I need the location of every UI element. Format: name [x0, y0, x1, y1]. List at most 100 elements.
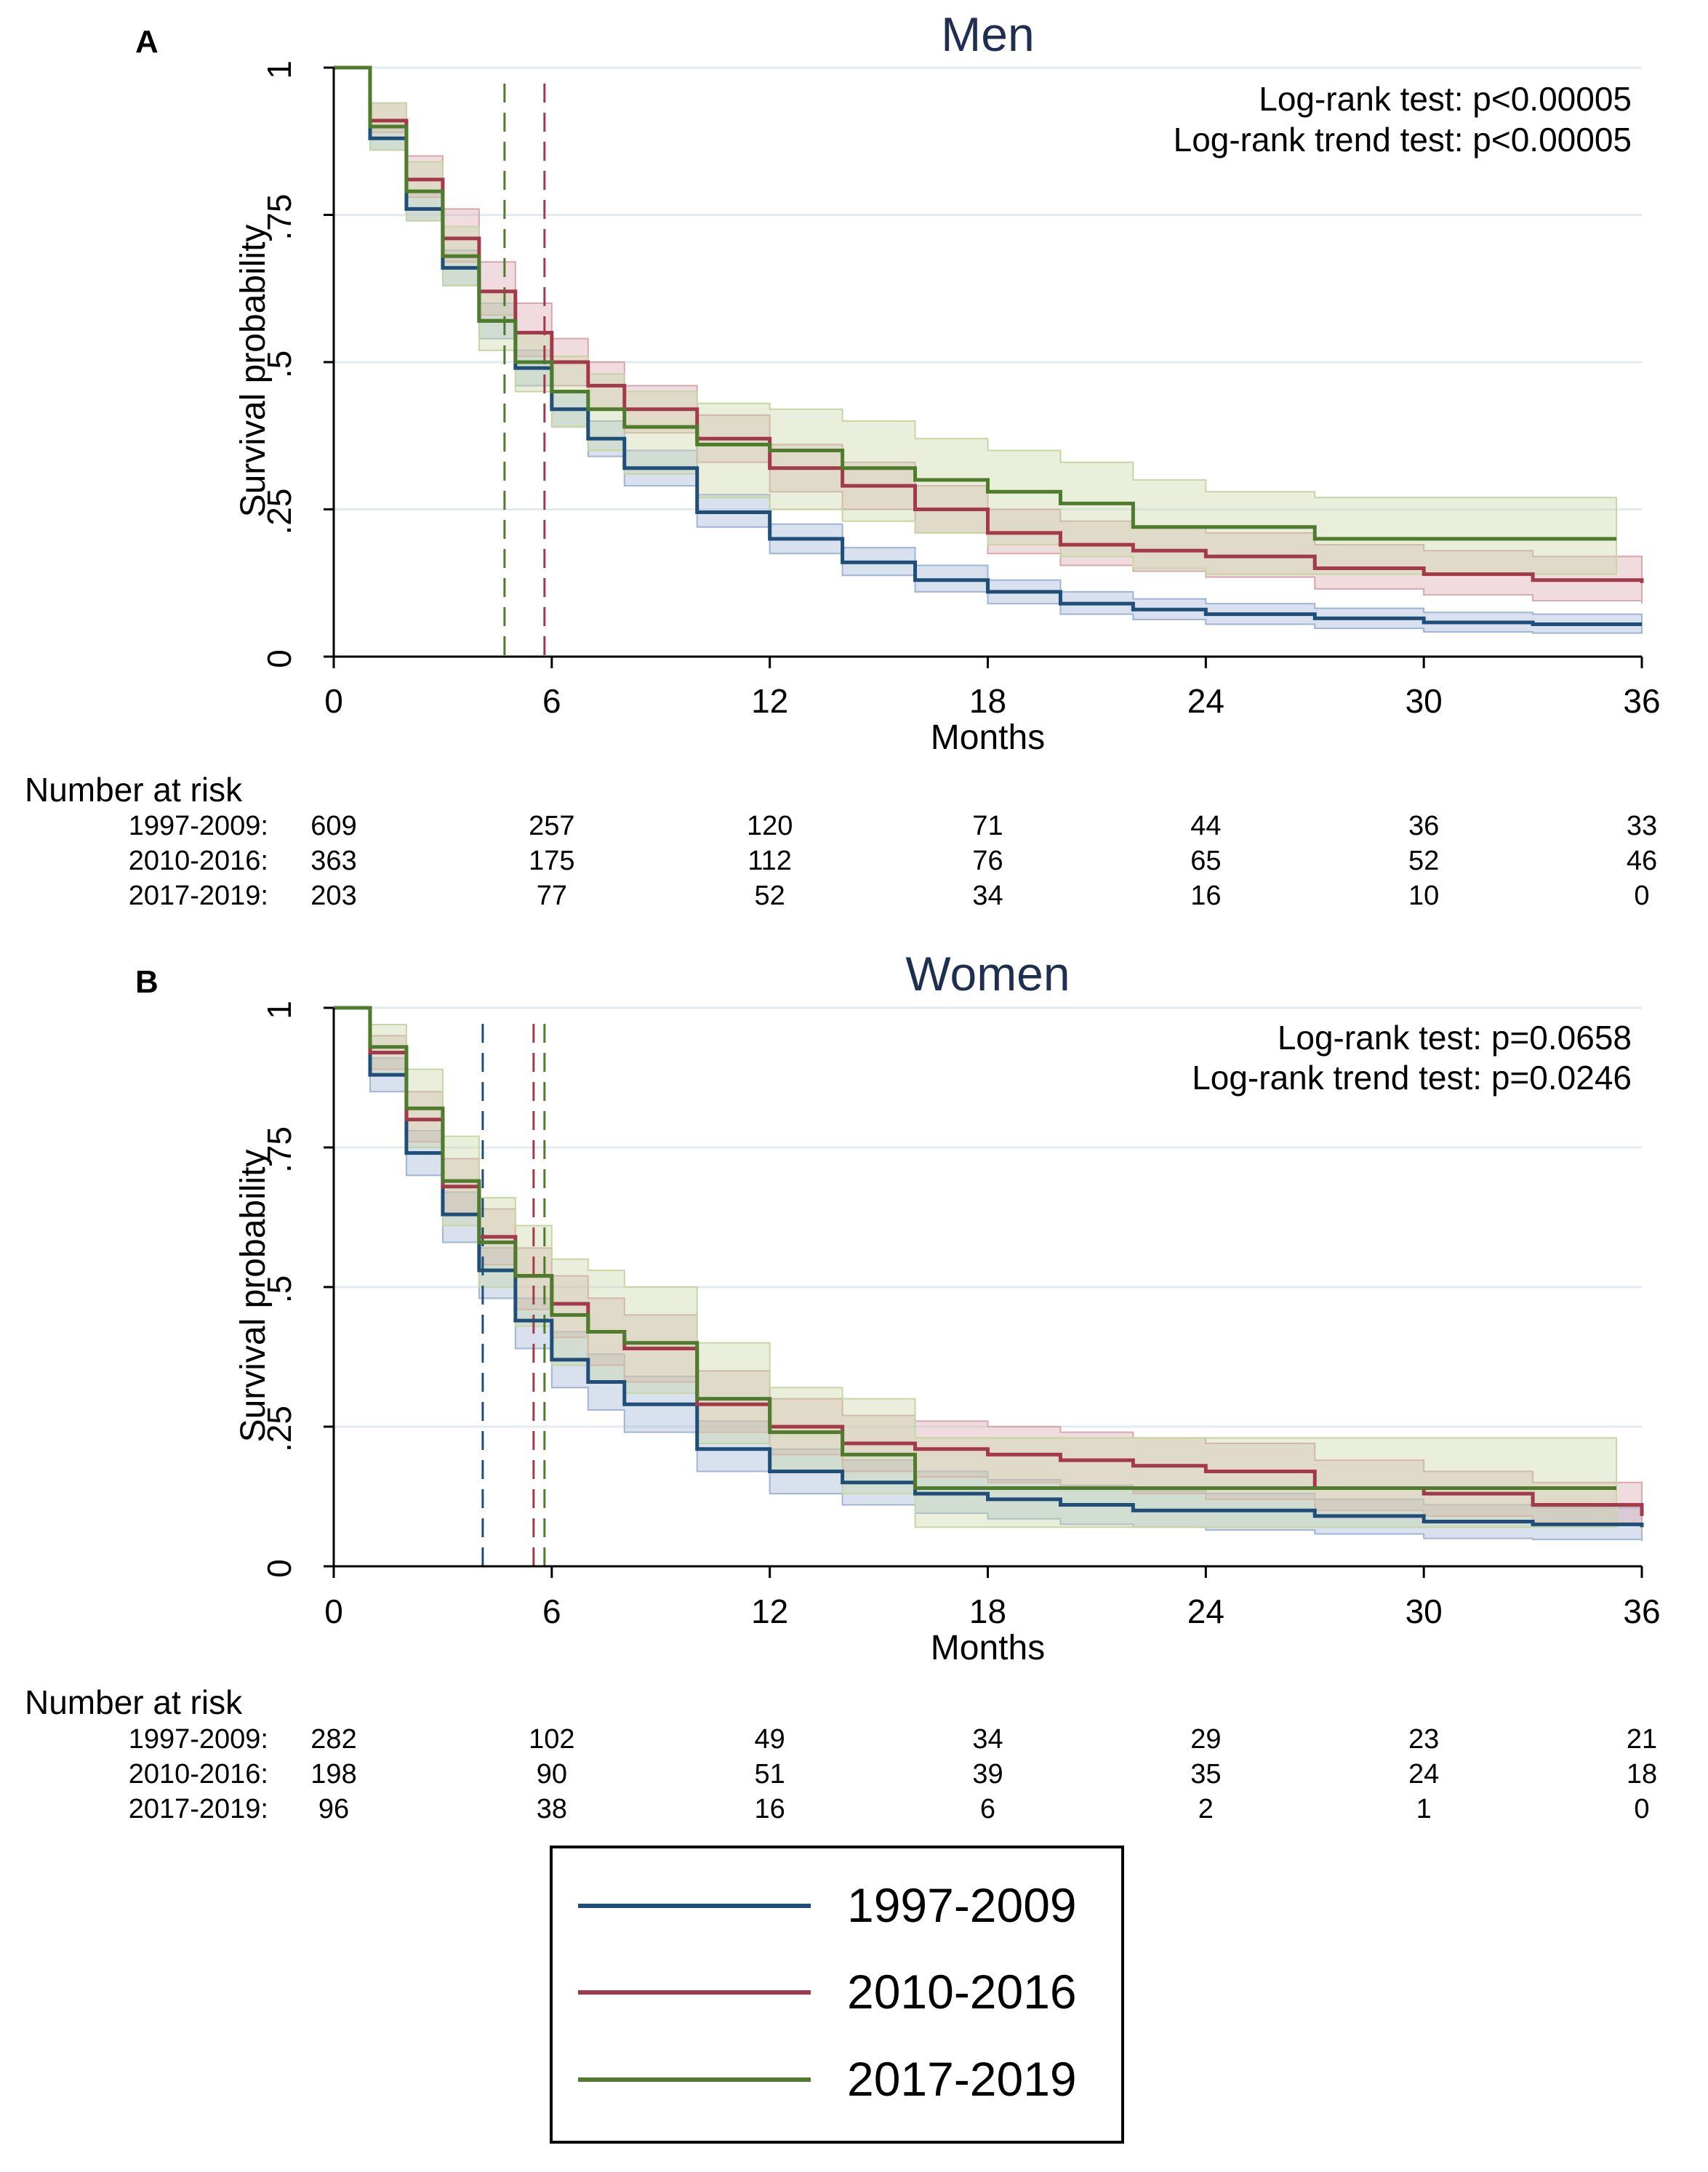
logrank-annotation: Log-rank test: p<0.00005 [1259, 80, 1632, 118]
risk-count: 52 [1408, 846, 1439, 876]
risk-count: 2 [1198, 1794, 1214, 1824]
risk-count: 1 [1416, 1794, 1432, 1824]
risk-count: 363 [310, 846, 356, 876]
risk-row-label: 2010-2016: [129, 1759, 268, 1790]
risk-count: 35 [1190, 1759, 1221, 1790]
risk-count: 175 [529, 846, 574, 876]
risk-row-label: 1997-2009: [129, 811, 268, 841]
panel-label: A [135, 24, 159, 60]
y-tick-label: 1 [260, 1001, 298, 1019]
risk-count: 38 [537, 1794, 567, 1824]
x-tick-label: 24 [1187, 682, 1224, 720]
x-tick-label: 12 [751, 1592, 788, 1630]
panel-a: A Men 0 .25 .5 .75 1 Survival probability 0 6 12 18… [25, 7, 1661, 911]
x-axis-label: Months [931, 1629, 1045, 1667]
risk-count: 10 [1408, 881, 1439, 911]
x-tick-label: 30 [1406, 1592, 1443, 1630]
chart-title: Men [941, 7, 1034, 61]
x-tick-label: 0 [324, 1592, 343, 1630]
legend: 1997-2009 2010-2016 2017-2019 [550, 1846, 1124, 2144]
risk-count: 65 [1190, 846, 1221, 876]
risk-count: 96 [318, 1794, 349, 1824]
legend-label: 1997-2009 [847, 1878, 1077, 1932]
risk-row-label: 2017-2019: [129, 881, 268, 911]
risk-count: 51 [755, 1759, 785, 1790]
risk-table-heading: Number at risk [25, 771, 243, 809]
panel-label: B [135, 964, 159, 1000]
logrank-annotation: Log-rank trend test: p<0.00005 [1174, 121, 1632, 159]
risk-row-label: 2017-2019: [129, 1794, 268, 1824]
risk-count: 609 [310, 811, 356, 841]
x-tick-label: 36 [1623, 1592, 1660, 1630]
survival-line-2017-2019 [334, 1006, 1617, 1490]
risk-count: 198 [310, 1759, 356, 1790]
survival-line-2017-2019 [334, 65, 1617, 541]
y-axis-label: Survival probability [234, 225, 273, 518]
risk-count: 44 [1190, 811, 1221, 841]
risk-row-label: 2010-2016: [129, 846, 268, 876]
risk-count: 46 [1627, 846, 1657, 876]
risk-row-label: 1997-2009: [129, 1724, 268, 1755]
risk-table-heading: Number at risk [25, 1683, 243, 1721]
risk-count: 112 [747, 846, 792, 876]
chart-title: Women [905, 947, 1070, 1001]
x-axis-label: Months [931, 718, 1045, 757]
x-tick-label: 24 [1187, 1592, 1224, 1630]
logrank-annotation: Log-rank test: p=0.0658 [1278, 1019, 1632, 1057]
y-axis-label: Survival probability [234, 1150, 273, 1443]
risk-count: 39 [972, 1759, 1003, 1790]
risk-count: 282 [310, 1724, 356, 1755]
x-tick-label: 6 [542, 1592, 561, 1630]
y-tick-label: .25 [260, 1406, 298, 1452]
y-tick-label: .75 [260, 1126, 298, 1173]
ci-band-2017-2019 [334, 67, 1618, 575]
risk-count: 102 [529, 1724, 574, 1755]
survival-line-1997-2009 [334, 1006, 1644, 1528]
risk-count: 24 [1408, 1759, 1439, 1790]
risk-count: 49 [755, 1724, 785, 1755]
risk-count: 18 [1627, 1759, 1657, 1790]
y-tick-label: .25 [260, 489, 298, 535]
logrank-annotation: Log-rank trend test: p=0.0246 [1192, 1059, 1632, 1097]
risk-count: 0 [1634, 1794, 1649, 1824]
x-tick-label: 6 [542, 682, 561, 720]
risk-count: 203 [310, 881, 356, 911]
x-tick-label: 18 [969, 1592, 1006, 1630]
risk-count: 90 [537, 1759, 567, 1790]
y-tick-label: 1 [260, 60, 298, 79]
risk-count: 16 [755, 1794, 785, 1824]
x-tick-label: 0 [324, 682, 343, 720]
risk-count: 33 [1627, 811, 1657, 841]
risk-count: 76 [972, 846, 1003, 876]
y-tick-label: 0 [260, 649, 298, 668]
risk-count: 36 [1408, 811, 1439, 841]
survival-line-1997-2009 [334, 65, 1642, 626]
risk-count: 21 [1627, 1724, 1657, 1755]
y-tick-label: .75 [260, 194, 298, 241]
risk-count: 52 [755, 881, 785, 911]
risk-count: 16 [1190, 881, 1221, 911]
risk-count: 120 [747, 811, 793, 841]
risk-count: 71 [972, 811, 1003, 841]
risk-count: 257 [529, 811, 574, 841]
y-tick-label: .5 [260, 1275, 298, 1303]
risk-count: 34 [972, 881, 1003, 911]
risk-count: 23 [1408, 1724, 1439, 1755]
risk-count: 6 [980, 1794, 995, 1824]
risk-count: 0 [1634, 881, 1649, 911]
y-tick-label: .5 [260, 350, 298, 378]
survival-line-2010-2016 [334, 65, 1644, 583]
x-tick-label: 36 [1623, 682, 1660, 720]
x-tick-label: 12 [751, 682, 788, 720]
legend-label: 2017-2019 [847, 2052, 1077, 2106]
y-tick-label: 0 [260, 1559, 298, 1578]
ci-band-2017-2019 [334, 1007, 1618, 1528]
risk-count: 29 [1190, 1724, 1221, 1755]
x-tick-label: 30 [1406, 682, 1443, 720]
risk-count: 77 [537, 881, 567, 911]
x-tick-label: 18 [969, 682, 1006, 720]
legend-label: 2010-2016 [847, 1965, 1077, 2019]
risk-count: 34 [972, 1724, 1003, 1755]
